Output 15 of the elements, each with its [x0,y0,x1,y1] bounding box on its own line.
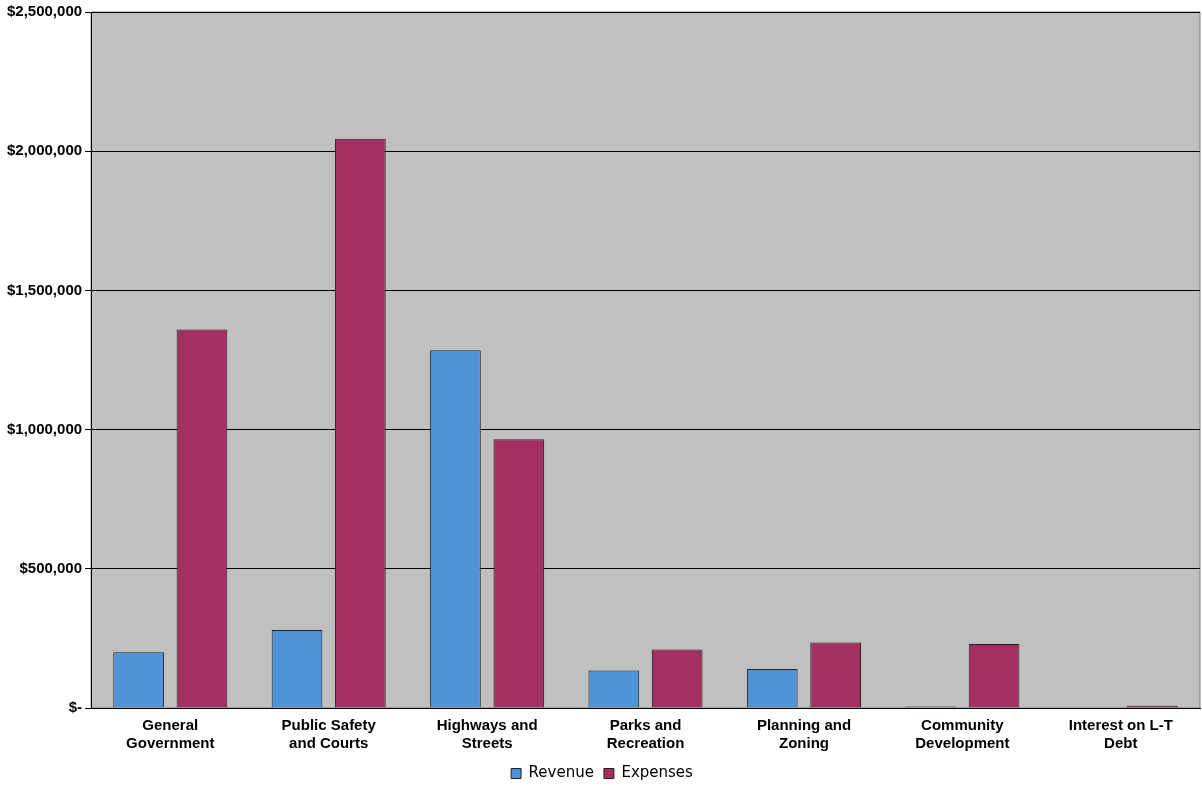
y-tick-label: $1,000,000 [7,419,83,437]
y-tick-label: $500,000 [19,558,83,576]
x-tick-label: Highways and Streets [436,716,538,752]
x-tick-label: General Government [126,716,215,752]
y-tick-label: $2,000,000 [7,141,83,159]
y-tick-label: $2,500,000 [7,2,83,20]
y-tick-label: $- [68,698,83,716]
x-tick-label: Community Development [915,716,1010,752]
y-tick-label: $1,500,000 [7,280,83,298]
legend-label: Revenue [528,763,594,782]
x-tick-label: Planning and Zoning [756,716,852,752]
x-tick-label: Parks and Recreation [606,716,685,752]
x-tick-label: Interest on L-T Debt [1068,716,1173,752]
x-tick-label: Public Safety and Courts [281,716,377,752]
legend-label: Expenses [621,763,694,782]
